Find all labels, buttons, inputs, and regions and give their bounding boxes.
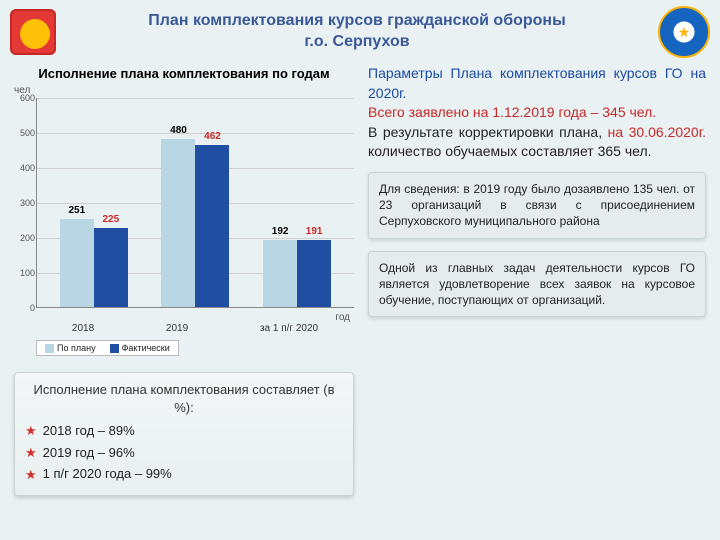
star-icon: ★ (25, 468, 37, 481)
bar-group: 480462 (161, 139, 229, 307)
star-icon: ★ (25, 424, 37, 437)
chart-x-labels: 2018 2019 за 1 п/г 2020 (36, 323, 354, 334)
page-title: План комплектования курсов гражданской о… (66, 11, 648, 53)
bar-value-label: 225 (94, 214, 128, 225)
chart-title: Исполнение плана комплектования по годам (14, 66, 354, 81)
x-label: за 1 п/г 2020 (260, 323, 318, 334)
right-column: Параметры Плана комплектования курсов ГО… (368, 64, 706, 496)
percent-label: 2019 год – 96% (43, 444, 135, 462)
bar: 462 (195, 145, 229, 307)
parameters-block: Параметры Плана комплектования курсов ГО… (368, 64, 706, 162)
bar: 251 (60, 219, 94, 307)
bar-group: 192191 (263, 240, 331, 307)
left-column: Исполнение плана комплектования по годам… (14, 64, 354, 496)
legend-label: По плану (57, 343, 96, 353)
percent-line: ★ 1 п/г 2020 года – 99% (25, 465, 343, 483)
content: Исполнение плана комплектования по годам… (0, 60, 720, 506)
y-tick: 500 (15, 128, 35, 138)
bar-value-label: 462 (195, 131, 229, 142)
bars-row: 251225480462192191 (37, 98, 354, 307)
jupiter-logo-icon (658, 6, 710, 58)
task-box: Одной из главных задач деятельности курс… (368, 251, 706, 318)
y-tick: 400 (15, 163, 35, 173)
bar: 225 (94, 228, 128, 307)
bar-value-label: 480 (161, 125, 195, 136)
title-line-1: План комплектования курсов гражданской о… (148, 12, 565, 29)
chart-legend: По плану Фактически (36, 340, 179, 356)
bar-group: 251225 (60, 219, 128, 307)
bar-value-label: 251 (60, 205, 94, 216)
legend-item: По плану (45, 343, 96, 353)
y-tick: 100 (15, 268, 35, 278)
y-tick: 300 (15, 198, 35, 208)
header: План комплектования курсов гражданской о… (0, 0, 720, 60)
percent-line: ★ 2019 год – 96% (25, 444, 343, 462)
params-correction-a: В результате корректировки плана, (368, 124, 608, 140)
y-tick: 0 (15, 303, 35, 313)
params-correction-b: количество обучаемых составляет 365 чел. (368, 143, 652, 159)
bar-value-label: 191 (297, 226, 331, 237)
bar: 191 (297, 240, 331, 307)
percent-line: ★ 2018 год – 89% (25, 422, 343, 440)
chart-y-unit: чел (14, 85, 354, 96)
chart-x-unit: год (36, 312, 350, 323)
legend-item: Фактически (110, 343, 170, 353)
title-line-2: г.о. Серпухов (304, 33, 409, 50)
percent-label: 1 п/г 2020 года – 99% (43, 465, 172, 483)
star-icon: ★ (25, 446, 37, 459)
reference-box: Для сведения: в 2019 году было дозаявлен… (368, 172, 706, 239)
percent-header: Исполнение плана комплектования составля… (25, 381, 343, 416)
params-declared: Всего заявлено на 1.12.2019 года – 345 ч… (368, 104, 656, 120)
y-tick: 200 (15, 233, 35, 243)
bar-value-label: 192 (263, 226, 297, 237)
percent-panel: Исполнение плана комплектования составля… (14, 372, 354, 496)
bar: 480 (161, 139, 195, 307)
bar-chart: 0100200300400500600251225480462192191 (36, 98, 354, 308)
legend-swatch (45, 344, 54, 353)
params-title: Параметры Плана комплектования курсов ГО… (368, 65, 706, 101)
x-label: 2019 (166, 323, 188, 334)
params-correction-date: на 30.06.2020г. (608, 124, 706, 140)
percent-label: 2018 год – 89% (43, 422, 135, 440)
legend-label: Фактически (122, 343, 170, 353)
bar: 192 (263, 240, 297, 307)
y-tick: 600 (15, 93, 35, 103)
coat-of-arms-icon (10, 9, 56, 55)
legend-swatch (110, 344, 119, 353)
x-label: 2018 (72, 323, 94, 334)
